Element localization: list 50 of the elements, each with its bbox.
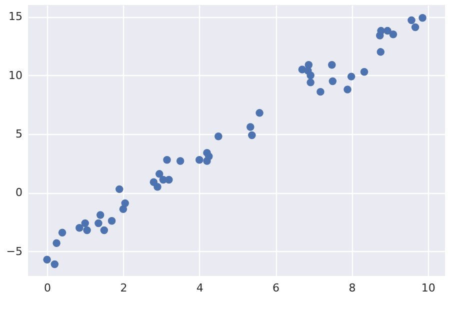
x-tick-label: 10 <box>421 282 436 294</box>
point <box>50 260 59 268</box>
point <box>411 23 420 32</box>
x-tick-label: 8 <box>348 282 356 294</box>
point <box>389 30 398 38</box>
point <box>408 16 416 24</box>
x-tick-label: 2 <box>120 282 128 294</box>
point <box>52 239 60 248</box>
point <box>328 77 337 86</box>
point <box>360 68 368 76</box>
point <box>418 14 426 22</box>
y-tick-label: 5 <box>16 128 22 141</box>
point <box>376 48 385 56</box>
point <box>58 228 66 236</box>
point <box>165 176 173 184</box>
point <box>246 123 254 131</box>
point <box>347 72 356 80</box>
point <box>156 170 164 178</box>
point <box>108 216 116 225</box>
y-tick-label: 0 <box>16 186 22 200</box>
point <box>344 86 352 94</box>
point <box>195 156 204 164</box>
point <box>100 226 108 234</box>
point <box>116 185 124 194</box>
point <box>203 157 211 165</box>
point <box>316 88 324 96</box>
y-tick-label: 15 <box>8 10 22 24</box>
y-tick-label: −5 <box>6 244 22 258</box>
point <box>176 157 184 165</box>
x-tick-label: 6 <box>272 282 280 294</box>
point <box>96 211 104 219</box>
point <box>306 72 314 80</box>
x-tick-label: 0 <box>44 282 52 294</box>
point <box>76 224 84 232</box>
point <box>83 226 91 234</box>
point <box>214 132 222 140</box>
y-tick-label: 10 <box>8 68 22 82</box>
x-tick-label: 4 <box>196 282 204 294</box>
point <box>248 131 256 140</box>
point <box>256 109 264 117</box>
point <box>377 26 385 35</box>
point <box>94 219 102 228</box>
point <box>154 182 162 191</box>
point <box>306 78 314 86</box>
point <box>121 199 129 208</box>
point <box>328 60 336 69</box>
point <box>81 219 89 228</box>
point <box>43 256 51 264</box>
point <box>384 26 392 35</box>
point <box>163 156 171 164</box>
